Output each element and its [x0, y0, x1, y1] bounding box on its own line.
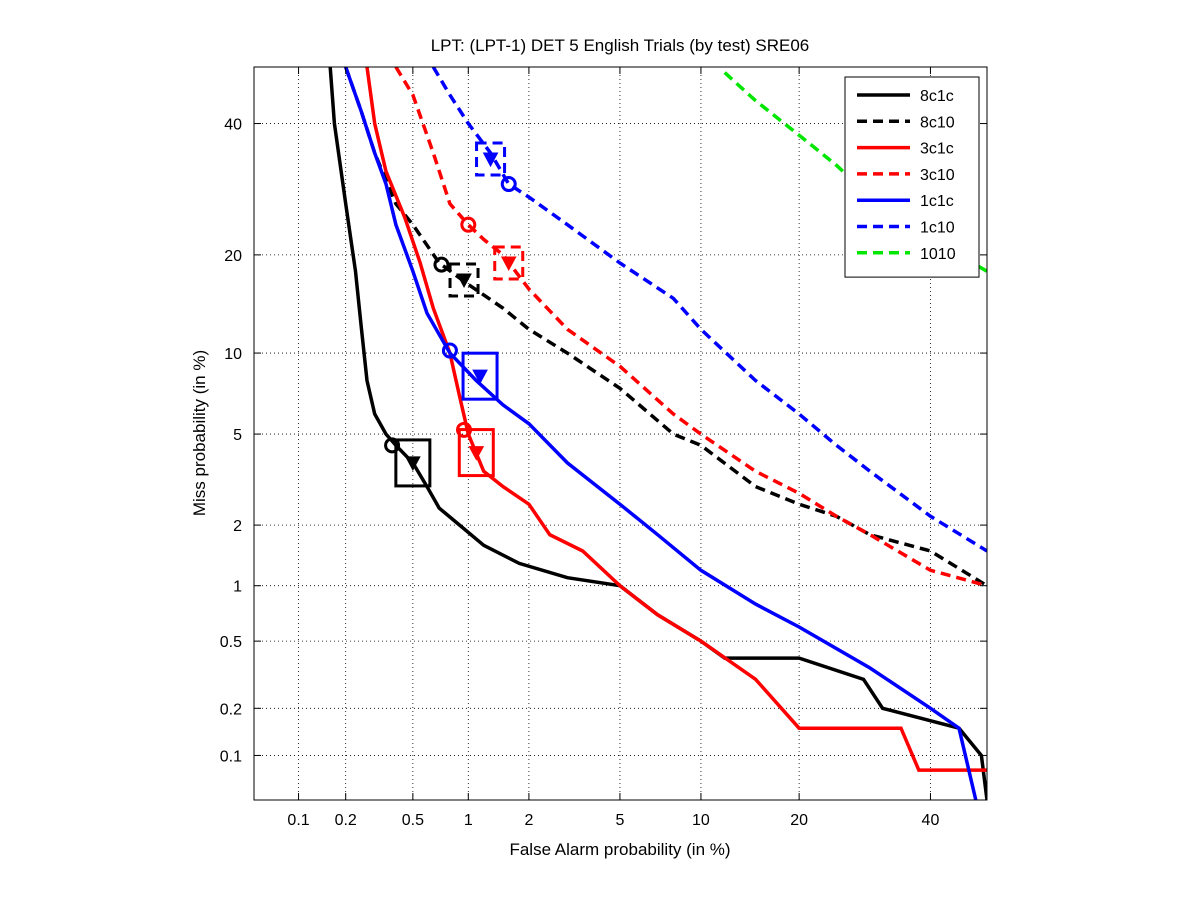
series-3c10 [394, 67, 987, 588]
y-tick-label: 0.2 [220, 701, 242, 718]
legend-box [844, 76, 980, 278]
min-dcf-marker-3c10 [460, 216, 477, 233]
min-dcf-marker-1c10 [500, 176, 517, 193]
x-tick-label: 1 [464, 812, 473, 829]
series-line-3c1c [365, 67, 987, 772]
series-line-1c10 [431, 67, 987, 553]
x-tick-label: 40 [922, 812, 940, 829]
y-tick-label: 20 [224, 248, 242, 265]
actual-dcf-box-8c1c [394, 438, 432, 488]
series-line-8c1c [328, 67, 987, 800]
min-dcf-marker-3c1c [456, 421, 473, 438]
x-tick-label: 0.5 [402, 812, 424, 829]
legend-label-8c1c: 8c1c [920, 88, 954, 105]
y-tick-label: 5 [233, 427, 242, 444]
actual-dcf-box-3c1c [457, 428, 495, 478]
series-8c1c [328, 67, 987, 800]
series-line-3c10 [394, 67, 987, 588]
y-tick-label: 2 [233, 518, 242, 535]
actual-dcf-marker-3c1c [468, 446, 485, 461]
y-tick-label: 1 [233, 579, 242, 596]
legend-label-1010: 1010 [920, 246, 956, 263]
plot-area-frame [253, 66, 988, 801]
actual-dcf-box-1c10 [475, 141, 507, 177]
actual-dcf-marker-3c10 [500, 256, 517, 272]
actual-dcf-marker-8c10 [456, 273, 472, 289]
chart-title: LPT: (LPT-1) DET 5 English Trials (by te… [431, 36, 810, 55]
actual-dcf-box-3c10 [493, 245, 525, 281]
x-tick-label: 20 [790, 812, 808, 829]
min-dcf-marker-1c1c [441, 342, 458, 359]
series-layer [328, 67, 987, 800]
series-3c1c [365, 67, 987, 772]
min-dcf-marker-8c1c [384, 437, 401, 454]
x-tick-label: 0.1 [287, 812, 309, 829]
series-line-1c1c [344, 67, 978, 800]
y-tick-label: 0.1 [220, 748, 242, 765]
x-tick-label: 0.2 [335, 812, 357, 829]
legend-label-8c10: 8c10 [920, 114, 955, 131]
legend: 8c1c 8c10 3c1c 3c10 1c1c 1c10 1010 [844, 76, 980, 278]
y-tick-label: 40 [224, 117, 242, 134]
actual-dcf-marker-1c1c [472, 369, 488, 385]
min-dcf-marker-8c10 [433, 256, 450, 273]
actual-dcf-box-1c1c [461, 351, 499, 401]
y-axis-title: Miss probability (in %) [190, 350, 209, 516]
legend-label-3c1c: 3c1c [920, 141, 954, 158]
y-tick-label: 10 [224, 346, 242, 363]
actual-dcf-box-8c10 [448, 262, 480, 298]
tick-layer: 0.1 0.2 0.5 1 2 5 10 20 40 0.1 0.2 0.5 1 2 5 10 20 40 [220, 67, 987, 829]
legend-label-3c10: 3c10 [920, 167, 955, 184]
series-1c1c [344, 67, 978, 800]
actual-dcf-marker-1c10 [482, 152, 499, 168]
x-tick-label: 2 [524, 812, 533, 829]
legend-label-1c10: 1c10 [920, 220, 955, 237]
series-1c10 [431, 67, 987, 553]
x-tick-label: 10 [692, 812, 710, 829]
x-tick-label: 5 [615, 812, 624, 829]
actual-dcf-marker-8c1c [405, 456, 421, 471]
x-axis-title: False Alarm probability (in %) [509, 840, 730, 859]
legend-label-1c1c: 1c1c [920, 193, 954, 210]
y-tick-label: 0.5 [220, 634, 242, 651]
